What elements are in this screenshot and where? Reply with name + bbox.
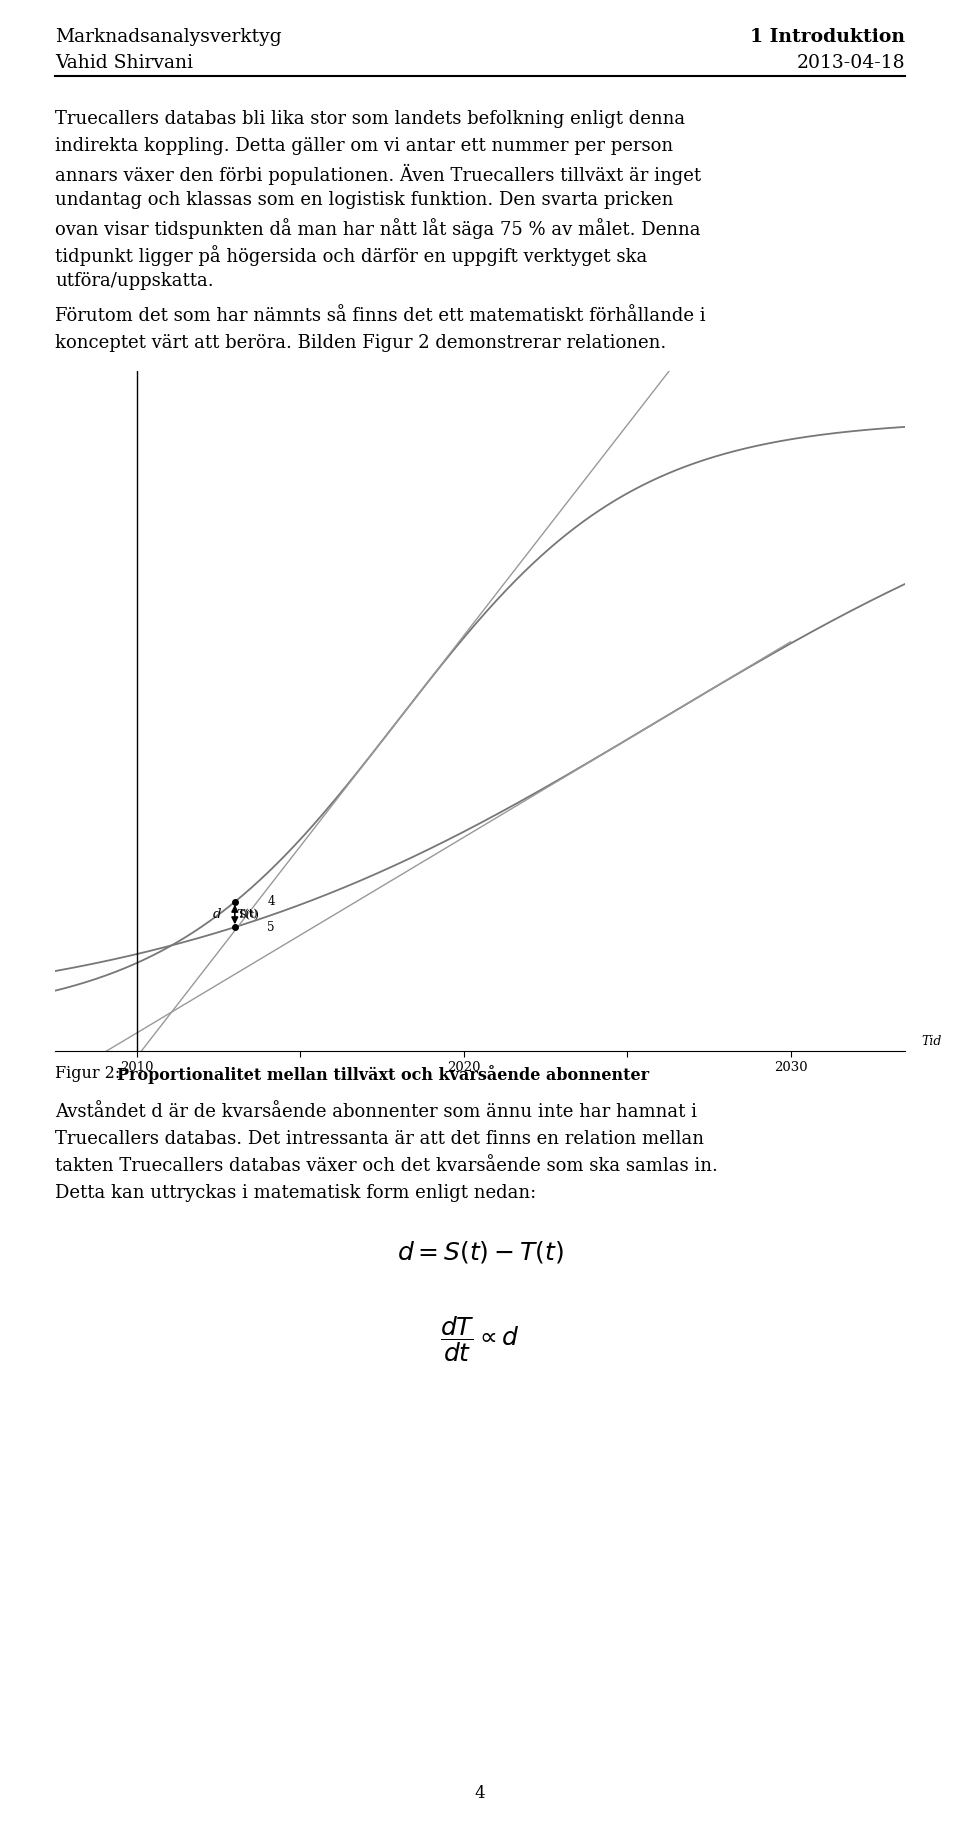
Text: 4: 4 [474,1785,486,1803]
Text: Truecallers databas. Det intressanta är att det finns en relation mellan: Truecallers databas. Det intressanta är … [55,1131,704,1147]
Text: takten Truecallers databas växer och det kvarsående som ska samlas in.: takten Truecallers databas växer och det… [55,1156,718,1175]
Text: utföra/uppskatta.: utföra/uppskatta. [55,271,214,290]
Text: 2013-04-18: 2013-04-18 [797,55,905,73]
Text: annars växer den förbi populationen. Även Truecallers tillväxt är inget: annars växer den förbi populationen. Äve… [55,164,701,186]
Text: tidpunkt ligger på högersida och därför en uppgift verktyget ska: tidpunkt ligger på högersida och därför … [55,246,647,266]
Text: 5: 5 [268,921,275,934]
Text: S(t): S(t) [238,910,259,920]
Text: T(t): T(t) [238,909,258,920]
Text: $\dfrac{dT}{dt} \propto d$: $\dfrac{dT}{dt} \propto d$ [440,1315,520,1364]
Text: Tid: Tid [922,1036,942,1049]
Text: 4: 4 [268,896,275,909]
Text: ovan visar tidspunkten då man har nått låt säga 75 % av målet. Denna: ovan visar tidspunkten då man har nått l… [55,219,701,239]
Text: Marknadsanalysverktyg: Marknadsanalysverktyg [55,27,281,46]
Text: d: d [213,909,222,921]
Text: Avståndet d är de kvarsående abonnenter som ännu inte har hamnat i: Avståndet d är de kvarsående abonnenter … [55,1104,697,1122]
Text: undantag och klassas som en logistisk funktion. Den svarta pricken: undantag och klassas som en logistisk fu… [55,191,673,209]
Text: Figur 2:: Figur 2: [55,1065,126,1082]
Text: Truecallers databas bli lika stor som landets befolkning enligt denna: Truecallers databas bli lika stor som la… [55,109,685,127]
Text: indirekta koppling. Detta gäller om vi antar ett nummer per person: indirekta koppling. Detta gäller om vi a… [55,137,673,155]
Text: Förutom det som har nämnts så finns det ett matematiskt förhållande i: Förutom det som har nämnts så finns det … [55,308,706,324]
Text: Detta kan uttryckas i matematisk form enligt nedan:: Detta kan uttryckas i matematisk form en… [55,1184,537,1202]
Text: 1 Introduktion: 1 Introduktion [750,27,905,46]
Text: Proportionalitet mellan tillväxt och kvarsående abonnenter: Proportionalitet mellan tillväxt och kva… [117,1065,649,1083]
Text: $d = S(t) - T(t)$: $d = S(t) - T(t)$ [396,1238,564,1266]
Text: Vahid Shirvani: Vahid Shirvani [55,55,193,73]
Text: konceptet värt att beröra. Bilden Figur 2 demonstrerar relationen.: konceptet värt att beröra. Bilden Figur … [55,333,666,351]
